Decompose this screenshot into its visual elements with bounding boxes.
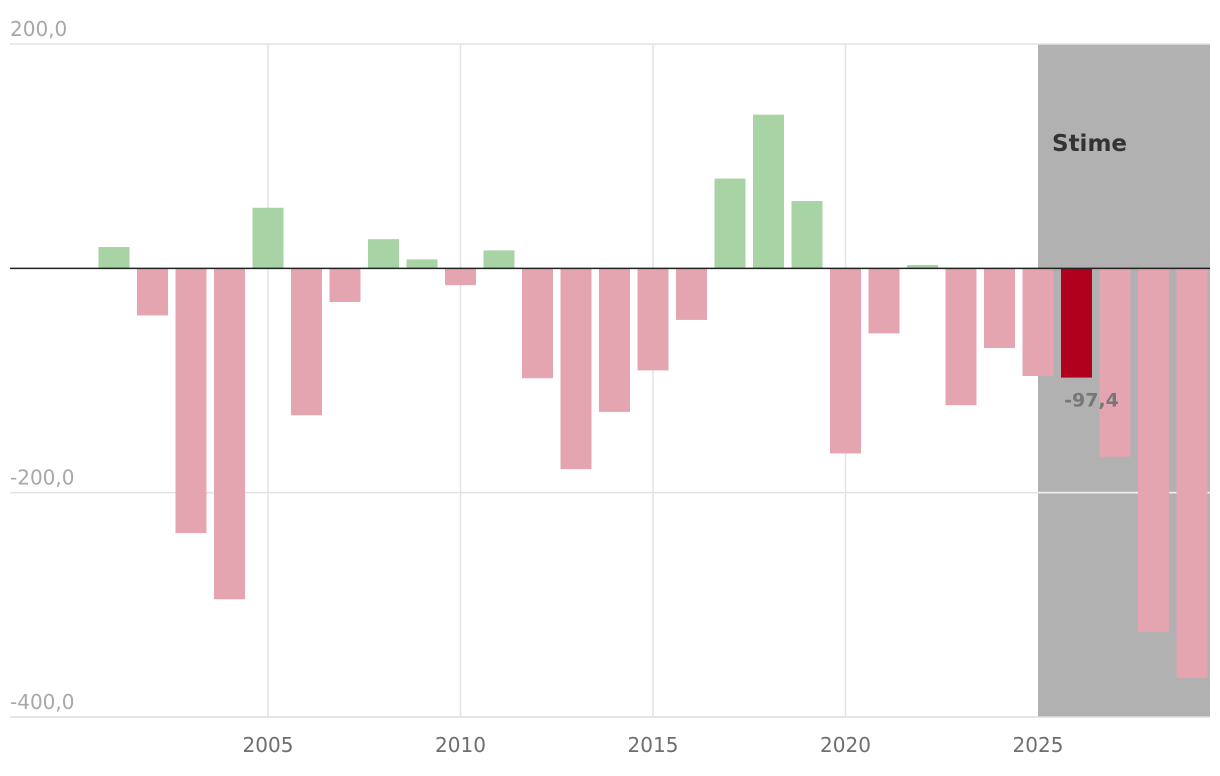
y-tick-label: -400,0 <box>10 690 74 714</box>
bar-2001 <box>98 247 130 269</box>
bar-2024 <box>984 268 1015 348</box>
bar-2017 <box>714 178 746 269</box>
bar-2023 <box>945 268 977 406</box>
x-tick-label: 2015 <box>628 733 679 757</box>
bar-2002 <box>137 268 168 316</box>
estimate-label: Stime <box>1052 131 1127 157</box>
x-tick-label: 2010 <box>435 733 486 757</box>
y-tick-label: -200,0 <box>10 466 74 490</box>
bar-2011 <box>483 250 515 269</box>
x-axis-ticks: 2005 2010 2015 2020 2025 <box>243 733 1064 757</box>
y-tick-label: 200,0 <box>10 17 67 41</box>
bar-2010 <box>445 268 476 286</box>
bar-2018 <box>753 114 784 269</box>
bar-2004 <box>214 268 245 600</box>
bar-2014 <box>599 268 630 412</box>
bar-2022 <box>907 264 938 269</box>
gridlines <box>10 43 1210 718</box>
highlight-value-label: -97,4 <box>1064 390 1119 412</box>
x-tick-label: 2005 <box>243 733 294 757</box>
bar-2012 <box>522 268 553 379</box>
y-axis-ticks: 200,0 -200,0 -400,0 <box>10 17 74 714</box>
bar-2006 <box>291 268 322 416</box>
bar-2029 <box>1176 268 1208 678</box>
x-tick-label: 2020 <box>820 733 871 757</box>
bar-2021 <box>868 268 900 334</box>
bar-2020 <box>830 268 861 454</box>
bar-2026 <box>1061 268 1092 378</box>
bar-2013 <box>560 268 592 470</box>
bar-2028 <box>1138 268 1169 632</box>
bar-2005 <box>252 207 284 269</box>
bar-2015 <box>637 268 669 371</box>
bar-2009 <box>406 259 438 269</box>
x-tick-label: 2025 <box>1013 733 1064 757</box>
bar-2007 <box>329 268 361 302</box>
bar-2027 <box>1099 268 1131 457</box>
bar-2019 <box>791 201 823 269</box>
bar-2016 <box>676 268 707 320</box>
bar-2008 <box>368 239 399 269</box>
bar-2025 <box>1022 268 1054 377</box>
bar-2003 <box>175 268 207 534</box>
bars <box>98 114 1208 678</box>
